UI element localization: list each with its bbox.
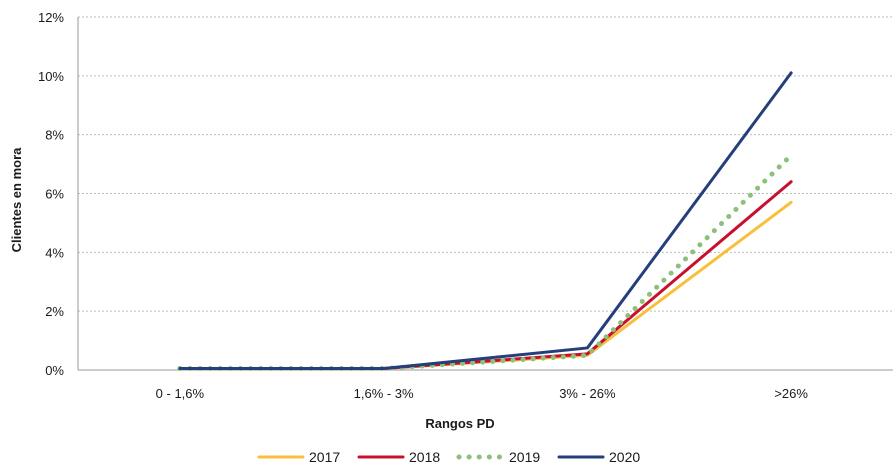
legend: 2017 2018 2019 2020 bbox=[257, 449, 640, 465]
y-tick-label: 12% bbox=[38, 10, 64, 25]
legend-label: 2017 bbox=[309, 449, 340, 465]
gridlines bbox=[77, 16, 893, 371]
series-lines bbox=[177, 71, 794, 372]
legend-label: 2020 bbox=[609, 449, 640, 465]
series-line-2018 bbox=[178, 180, 793, 371]
y-tick-label: 10% bbox=[38, 69, 64, 84]
series-line-2017 bbox=[178, 200, 793, 371]
x-tick-label: >26% bbox=[774, 386, 808, 401]
y-axis-title: Clientes en mora bbox=[9, 147, 24, 253]
y-tick-label: 0% bbox=[45, 363, 64, 378]
y-tick-label: 6% bbox=[45, 187, 64, 202]
x-axis-title: Rangos PD bbox=[425, 416, 494, 431]
x-tick-label: 1,6% - 3% bbox=[354, 386, 414, 401]
x-axis-ticks: 0 - 1,6% 1,6% - 3% 3% - 26% >26% bbox=[156, 386, 809, 401]
y-tick-label: 8% bbox=[45, 128, 64, 143]
y-tick-label: 2% bbox=[45, 304, 64, 319]
x-tick-label: 0 - 1,6% bbox=[156, 386, 205, 401]
legend-label: 2018 bbox=[409, 449, 440, 465]
y-axis-ticks: 0% 2% 4% 6% 8% 10% 12% bbox=[38, 10, 64, 378]
series-line-2020 bbox=[178, 71, 793, 371]
series-line-2019 bbox=[177, 152, 794, 372]
y-tick-label: 4% bbox=[45, 245, 64, 260]
legend-label: 2019 bbox=[509, 449, 540, 465]
x-tick-label: 3% - 26% bbox=[559, 386, 616, 401]
